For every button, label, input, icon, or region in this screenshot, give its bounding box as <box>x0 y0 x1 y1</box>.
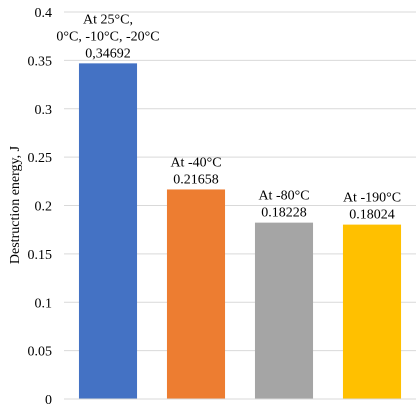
y-axis-tick-labels: 0 0.05 0.1 0.15 0.2 0.25 0.3 0.35 0.4 <box>28 6 53 408</box>
data-label: 0,34692 <box>85 46 131 61</box>
data-label: At -190°C <box>343 191 401 206</box>
y-tick-label: 0.35 <box>28 54 53 69</box>
data-label: At -40°C <box>170 155 221 170</box>
y-tick-label: 0.25 <box>28 151 53 166</box>
data-label: 0.18228 <box>261 206 307 221</box>
bar <box>78 63 138 400</box>
bar <box>254 222 314 399</box>
y-tick-label: 0.05 <box>28 345 53 360</box>
y-tick-label: 0.2 <box>35 200 53 215</box>
y-tick-label: 0.4 <box>35 6 53 21</box>
data-label: 0°C, -10°C, -20°C <box>56 29 159 44</box>
bars <box>78 63 402 400</box>
data-labels: At 25°C, 0°C, -10°C, -20°C 0,34692 At -40°C… <box>56 12 401 222</box>
y-tick-label: 0 <box>45 393 52 408</box>
y-axis-title: Destruction energy, J <box>8 145 23 264</box>
bar <box>342 224 402 399</box>
y-tick-label: 0.1 <box>35 296 53 311</box>
y-tick-label: 0.15 <box>28 248 53 263</box>
y-tick-label: 0.3 <box>35 103 53 118</box>
data-label: 0.21658 <box>173 172 219 187</box>
data-label: At -80°C <box>258 189 309 204</box>
data-label: At 25°C, <box>83 12 133 27</box>
data-label: 0.18024 <box>349 208 395 223</box>
bar <box>166 189 226 399</box>
